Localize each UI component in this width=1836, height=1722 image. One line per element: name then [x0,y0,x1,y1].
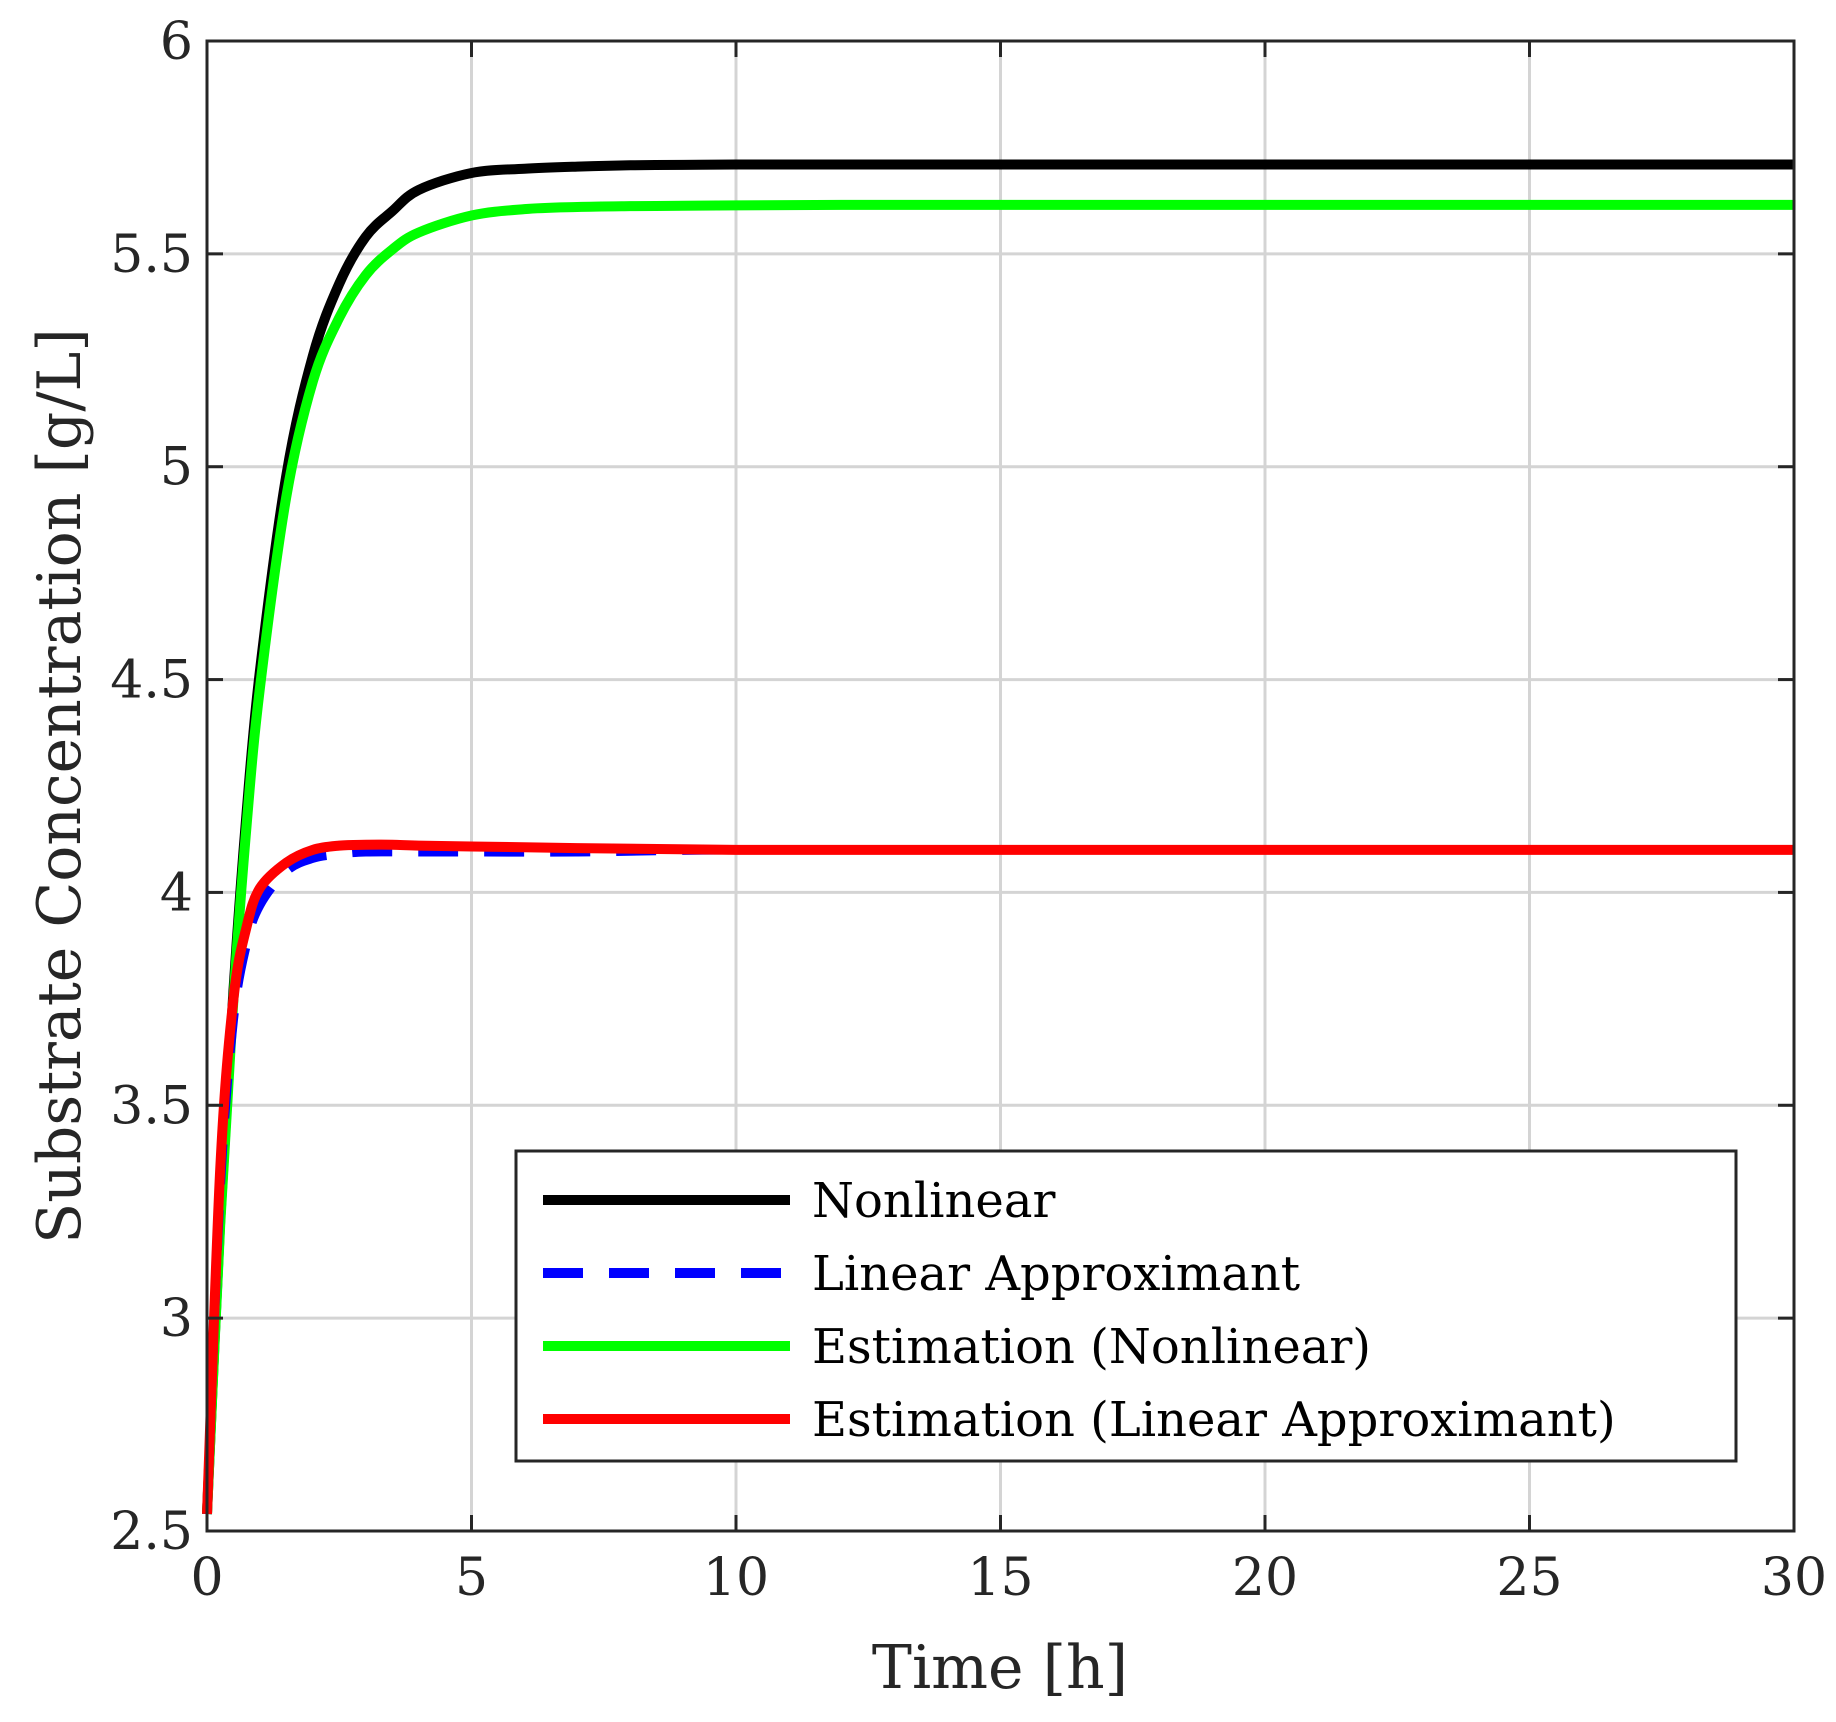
legend-items: Nonlinear Linear Approximant Estimation (N… [543,1173,1616,1448]
series-line-estimation-nonlinear [202,199,1794,1515]
legend-label-estimation-nonlinear: Estimation (Nonlinear) [812,1319,1371,1375]
y-tick-label: 6 [160,12,193,72]
y-tick-label: 5.5 [110,225,193,285]
y-tick-label: 2.5 [110,1502,193,1562]
axis-ticks: 0 5 10 15 20 25 30 2.5 3 3.5 4 4.5 5 5.5 6 [110,12,1827,1608]
x-tick-label: 0 [190,1548,223,1608]
legend-label-estimation-linear-approximant: Estimation (Linear Approximant) [812,1392,1616,1448]
x-tick-label: 25 [1496,1548,1562,1608]
x-tick-label: 5 [455,1548,488,1608]
x-tick-label: 30 [1761,1548,1827,1608]
y-tick-label: 3.5 [110,1076,193,1136]
x-tick-label: 20 [1232,1548,1298,1608]
y-tick-label: 5 [160,438,193,498]
plot-series [202,159,1794,1515]
legend-label-nonlinear: Nonlinear [812,1173,1055,1229]
legend: Nonlinear Linear Approximant Estimation (N… [514,1149,1738,1463]
y-axis-label: Substrate Concentration [g/L] [25,328,95,1244]
x-axis-label: Time [h] [872,1633,1128,1703]
legend-label-linear-approximant: Linear Approximant [812,1246,1300,1302]
y-tick-label: 4 [160,863,193,923]
series-line-estimation-linear-approximant [202,839,1794,1515]
x-tick-label: 10 [703,1548,769,1608]
y-tick-label: 4.5 [110,651,193,711]
x-tick-label: 15 [967,1548,1033,1608]
y-tick-label: 3 [160,1289,193,1349]
